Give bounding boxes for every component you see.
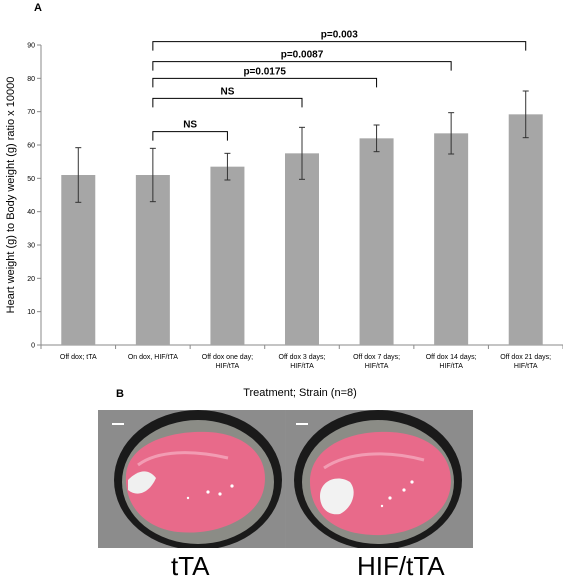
chart-error-bars [75, 90, 529, 203]
significance-label: p=0.0087 [281, 50, 324, 61]
y-tick-label: 0 [31, 343, 35, 350]
y-tick-label: 90 [27, 43, 35, 50]
y-tick-label: 60 [27, 143, 35, 150]
x-tick-label: Off dox 7 days; [353, 354, 400, 361]
chart-axes: 0 10 20 30 40 50 60 70 80 90 [27, 43, 563, 350]
x-tick-label: Off dox 14 days; [426, 354, 477, 361]
y-tick-label: 80 [27, 76, 35, 83]
y-axis-title: Heart weight (g) to Body weight (g) rati… [5, 77, 17, 314]
significance-label: p=0.003 [321, 30, 358, 41]
y-tick-label: 10 [27, 309, 35, 316]
x-axis-title: Treatment; Strain (n=8) [243, 387, 357, 399]
panel-b-label: B [116, 388, 124, 400]
ttA-heart-photo [98, 410, 285, 548]
hif-tta-heart-photo [286, 410, 473, 548]
significance-bracket [152, 77, 378, 88]
y-tick-label: 30 [27, 243, 35, 250]
y-tick-label: 40 [27, 209, 35, 216]
significance-label: NS [220, 86, 234, 97]
x-tick-label: On dox, HIF/tTA [128, 354, 178, 361]
x-tick-label: Off dox 21 days; [500, 354, 551, 361]
chart-bars [61, 114, 543, 345]
significance-bracket [152, 97, 303, 108]
x-tick-label: Off dox 3 days; [279, 354, 326, 361]
x-tick-label: Off dox one day; [202, 354, 253, 361]
x-tick-label: HIF/tTA [290, 363, 314, 370]
chart-significance-brackets: NS NS p=0.0175 p=0.0087 p=0.003 [152, 30, 527, 141]
y-tick-label: 20 [27, 276, 35, 283]
photo-caption-hif-tta: HIF/tTA [357, 551, 445, 581]
bar [285, 153, 319, 345]
y-tick-label: 50 [27, 176, 35, 183]
panel-a-label: A [34, 2, 42, 14]
significance-label: p=0.0175 [243, 66, 286, 77]
x-tick-label: HIF/tTA [514, 363, 538, 370]
bar [135, 175, 170, 345]
bar [359, 138, 394, 345]
photo-caption-tta: tTA [171, 551, 210, 581]
bar-chart: 0 10 20 30 40 50 60 70 80 90 NS NS p=0.0175 p=0.0087… [5, 30, 563, 399]
x-tick-label: Off dox; tTA [60, 354, 97, 361]
heart-ttA [125, 431, 265, 533]
significance-label: NS [183, 120, 197, 131]
significance-bracket [152, 61, 452, 71]
bar [61, 175, 96, 345]
x-tick-label: HIF/tTA [439, 363, 463, 370]
bar [434, 133, 469, 345]
significance-bracket [152, 41, 527, 51]
y-tick-label: 70 [27, 109, 35, 116]
chart-labels: Off dox; tTA On dox, HIF/tTA Off dox one d… [5, 77, 551, 399]
bar [210, 166, 245, 345]
significance-bracket [152, 131, 228, 141]
bar [508, 114, 543, 345]
x-tick-label: HIF/tTA [216, 363, 240, 370]
heart-photo-panel [98, 410, 473, 548]
x-tick-label: HIF/tTA [365, 363, 389, 370]
